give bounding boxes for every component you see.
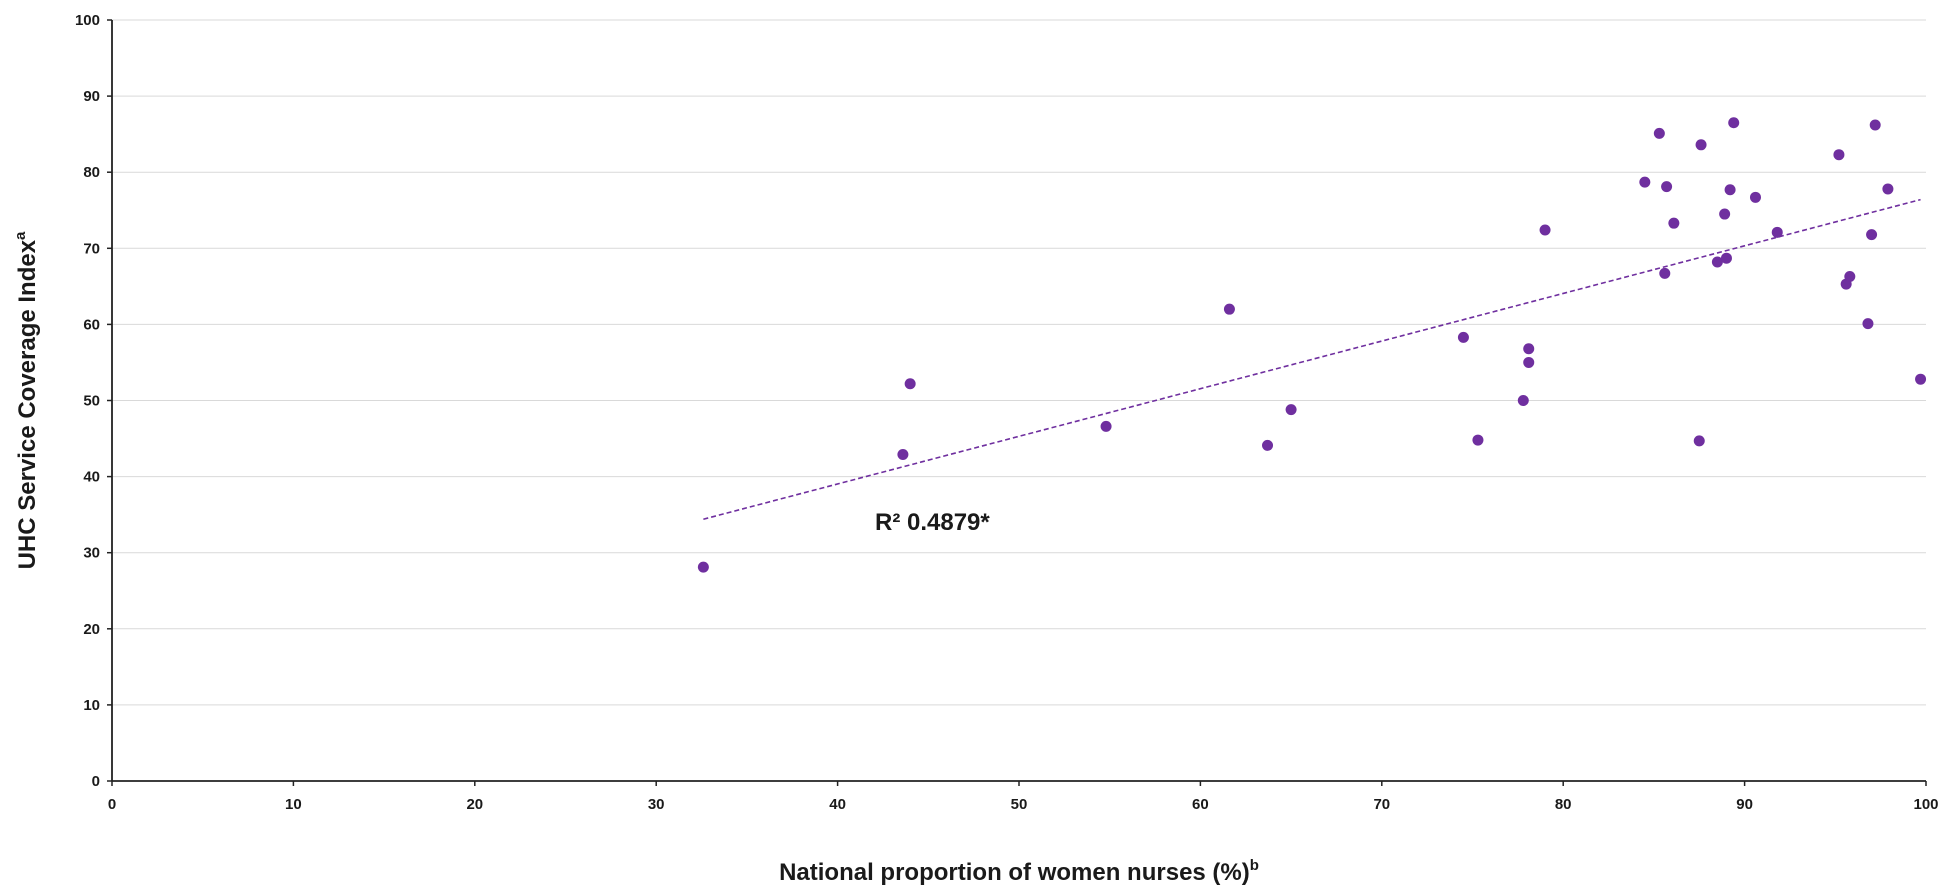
r-squared-annotation: R² 0.4879* (875, 509, 990, 536)
data-point-34 (1915, 373, 1927, 385)
trendline (703, 198, 1921, 520)
x-tick-label-70: 70 (1373, 796, 1390, 813)
data-point-10 (1523, 356, 1535, 368)
x-tick-label-80: 80 (1555, 796, 1572, 813)
y-tick-label-20: 20 (83, 621, 100, 638)
x-tick-label-20: 20 (466, 796, 483, 813)
x-tick-label-40: 40 (829, 796, 846, 813)
y-axis-title-text: UHC Service Coverage Index (14, 239, 41, 569)
data-point-3 (1100, 420, 1112, 432)
data-point-6 (1285, 404, 1297, 416)
y-axis-title: UHC Service Coverage Indexa (12, 231, 41, 569)
data-point-25 (1749, 191, 1761, 203)
x-axis-title-text: National proportion of women nurses (%) (779, 859, 1250, 886)
data-point-11 (1523, 343, 1535, 355)
data-point-2 (904, 378, 916, 390)
x-axis-title: National proportion of women nurses (%)b (779, 857, 1259, 886)
data-point-31 (1866, 229, 1878, 241)
y-tick-label-60: 60 (83, 316, 100, 333)
data-points (697, 117, 1927, 573)
x-tick-label-100: 100 (1913, 796, 1938, 813)
data-point-22 (1720, 252, 1732, 264)
y-tick-label-70: 70 (83, 240, 100, 257)
data-point-8 (1472, 434, 1484, 446)
data-point-20 (1711, 256, 1723, 268)
y-tick-label-90: 90 (83, 88, 100, 105)
data-point-12 (1539, 224, 1551, 236)
data-point-7 (1457, 331, 1469, 343)
data-point-18 (1693, 435, 1705, 447)
x-tick-label-10: 10 (285, 796, 302, 813)
data-point-14 (1653, 127, 1665, 139)
data-point-9 (1517, 395, 1529, 406)
y-tick-labels: 0 10 20 30 40 50 60 70 80 90 100 (75, 12, 100, 790)
trendline-group (703, 198, 1921, 520)
x-tick-labels: 0 10 20 30 40 50 60 70 80 90 100 (108, 796, 1939, 813)
data-point-24 (1728, 117, 1740, 129)
data-point-23 (1724, 184, 1736, 196)
x-tick-label-90: 90 (1736, 796, 1753, 813)
y-tick-label-40: 40 (83, 469, 100, 486)
data-point-19 (1695, 139, 1707, 151)
data-point-21 (1719, 208, 1731, 220)
data-point-15 (1659, 267, 1671, 279)
data-point-4 (1223, 303, 1235, 315)
gridlines (112, 19, 1926, 706)
data-point-26 (1771, 226, 1783, 238)
data-point-1 (897, 449, 909, 461)
x-tick-label-60: 60 (1192, 796, 1209, 813)
data-point-13 (1639, 176, 1651, 188)
data-point-16 (1661, 181, 1673, 193)
x-axis-title-superscript: b (1250, 857, 1259, 874)
y-tick-label-10: 10 (83, 697, 100, 714)
x-tick-label-30: 30 (648, 796, 665, 813)
y-tick-label-50: 50 (83, 393, 100, 410)
data-point-5 (1262, 439, 1274, 451)
data-point-29 (1844, 270, 1856, 282)
data-point-0 (697, 561, 709, 573)
data-point-17 (1668, 217, 1680, 229)
axes (107, 19, 1927, 786)
y-tick-label-80: 80 (83, 164, 100, 181)
data-point-32 (1869, 119, 1881, 131)
x-tick-label-50: 50 (1011, 796, 1028, 813)
data-point-27 (1833, 149, 1845, 161)
y-tick-label-30: 30 (83, 545, 100, 562)
y-axis-title-superscript: a (12, 231, 29, 240)
x-tick-label-0: 0 (108, 796, 116, 813)
y-tick-label-100: 100 (75, 12, 100, 29)
y-tick-label-0: 0 (92, 773, 100, 790)
data-point-33 (1882, 183, 1894, 195)
data-point-30 (1862, 318, 1874, 330)
